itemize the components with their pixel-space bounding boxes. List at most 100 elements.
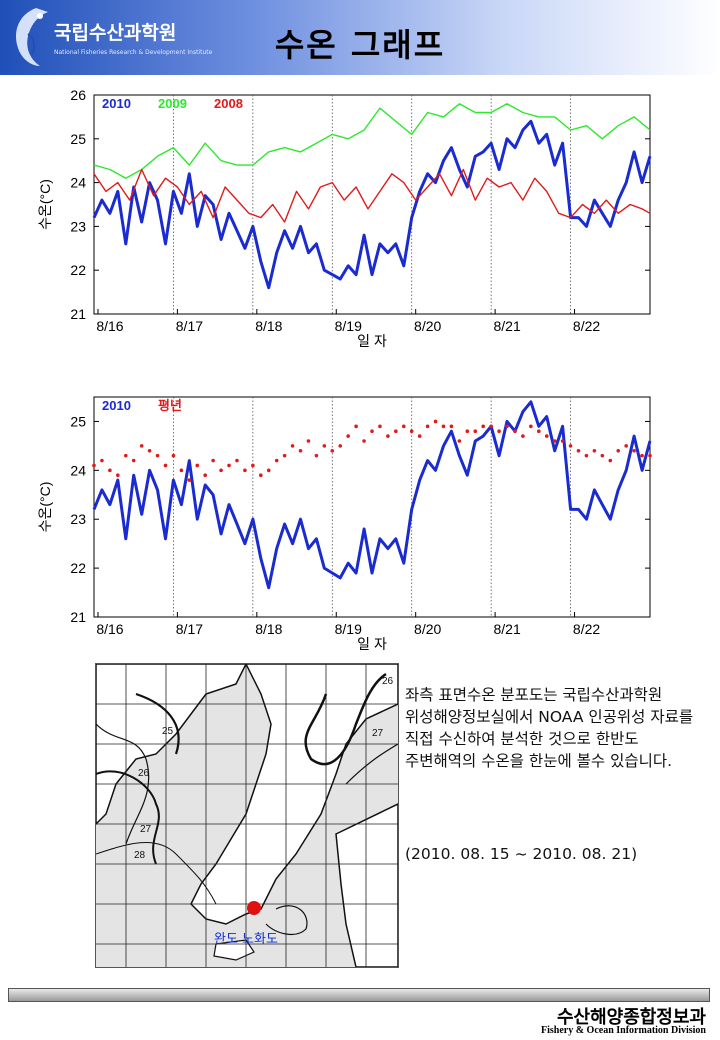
normal-data-point [235, 458, 239, 463]
normal-data-point [92, 463, 96, 468]
normal-data-point [584, 453, 589, 458]
normal-data-point [544, 434, 549, 438]
normal-data-point [116, 473, 120, 478]
normal-data-point [171, 453, 176, 458]
y-tick-label: 24 [70, 175, 86, 191]
normal-data-point [354, 424, 358, 429]
normal-data-point [441, 424, 446, 429]
y-tick-label: 21 [70, 609, 86, 625]
x-tick-label: 8/20 [414, 318, 441, 334]
normal-data-point [521, 434, 525, 438]
legend-2010: 2010 [102, 96, 131, 111]
normal-data-point [409, 429, 414, 434]
normal-data-point [537, 429, 541, 434]
normal-data-point [529, 424, 533, 429]
legend-2008: 2008 [214, 96, 243, 111]
plot-area [93, 396, 651, 618]
contour-label: 27 [372, 728, 384, 739]
footer-bar [8, 988, 710, 1002]
normal-data-point [362, 439, 366, 443]
series-line-2008 [93, 168, 651, 223]
normal-data-point [314, 453, 319, 458]
normal-data-point [417, 434, 422, 438]
institute-logo: 국립수산과학원 National Fisheries Research & De… [6, 4, 212, 70]
normal-data-point [457, 439, 462, 443]
normal-data-point [552, 439, 557, 443]
normal-data-point [282, 453, 287, 458]
y-tick-label: 23 [70, 218, 86, 234]
series-line-2009 [93, 103, 651, 179]
sst-contour-map: 26 27 25 26 27 28 [96, 664, 398, 967]
y-tick-label: 26 [70, 87, 86, 103]
normal-data-point [394, 429, 398, 434]
water-temp-chart-normal: 21 22 23 24 25 8/16 8/17 8/18 8/19 8/20 8/21 8/22 일 … [37, 396, 652, 650]
normal-data-point [123, 453, 128, 458]
normal-data-point [632, 448, 636, 453]
normal-data-point [378, 424, 382, 429]
normal-data-point [259, 473, 263, 478]
footer-title: 수산해양종합정보과 [556, 1007, 706, 1028]
legend-2010: 2010 [102, 398, 131, 413]
y-tick-label: 22 [70, 560, 86, 576]
x-tick-label: 8/16 [96, 318, 123, 334]
normal-data-point [298, 448, 303, 453]
header-banner: 국립수산과학원 National Fisheries Research & De… [0, 0, 720, 75]
normal-data-point [481, 424, 486, 429]
normal-data-point [251, 463, 255, 468]
normal-data-point [576, 448, 581, 453]
y-tick-label: 25 [70, 131, 86, 147]
normal-data-point [449, 424, 454, 429]
y-tick-label: 25 [70, 413, 86, 429]
contour-label: 26 [138, 768, 150, 779]
normal-data-point [640, 453, 644, 458]
contour-label: 28 [134, 850, 146, 861]
normal-data-point [489, 424, 493, 429]
normal-data-point [401, 424, 406, 429]
fish-emblem-icon [16, 8, 48, 66]
x-tick-label: 8/18 [255, 318, 282, 334]
normal-data-point [147, 448, 152, 453]
x-tick-label: 8/22 [573, 318, 600, 334]
normal-data-point [513, 429, 517, 434]
normal-data-point [243, 468, 247, 473]
normal-data-point [266, 468, 271, 473]
footer-subtitle: Fishery & Ocean Information Division [541, 1025, 706, 1036]
y-tick-label: 21 [70, 306, 86, 322]
normal-data-point [290, 444, 295, 448]
normal-data-point [195, 463, 200, 468]
contour-label: 26 [382, 676, 394, 687]
normal-data-point [338, 444, 343, 448]
normal-data-point [155, 453, 160, 458]
normal-data-point [131, 458, 136, 463]
normal-data-point [592, 448, 597, 453]
normal-data-point [203, 473, 207, 478]
normal-data-point [163, 463, 168, 468]
x-tick-label: 8/19 [335, 318, 362, 334]
normal-data-point [139, 444, 144, 448]
org-subtitle: National Fisheries Research & Developmen… [54, 49, 213, 56]
normal-data-point [100, 458, 104, 463]
normal-data-point [187, 478, 192, 482]
legend-2009: 2009 [158, 96, 187, 111]
x-tick-label: 8/22 [573, 621, 600, 637]
y-tick-label: 23 [70, 511, 86, 527]
normal-data-point [624, 444, 628, 448]
normal-data-point [274, 458, 279, 463]
normal-data-point [108, 468, 112, 473]
y-tick-label: 24 [70, 462, 86, 478]
normal-data-point [386, 434, 390, 438]
normal-data-point [505, 424, 509, 429]
x-axis-label: 일 자 [357, 333, 387, 349]
normal-data-point [608, 458, 613, 463]
period-text: (2010. 08. 15 ~ 2010. 08. 21) [405, 845, 638, 863]
normal-data-point [322, 444, 327, 448]
normal-data-point [211, 458, 215, 463]
y-tick-label: 22 [70, 262, 86, 278]
normal-data-point [465, 429, 470, 434]
normal-data-point [648, 453, 652, 458]
x-tick-label: 8/21 [493, 318, 520, 334]
sst-map: 26 27 25 26 27 28 [95, 663, 399, 968]
org-name: 국립수산과학원 [54, 22, 177, 44]
legend-평년: 평년 [158, 398, 182, 413]
normal-data-point [616, 448, 621, 453]
